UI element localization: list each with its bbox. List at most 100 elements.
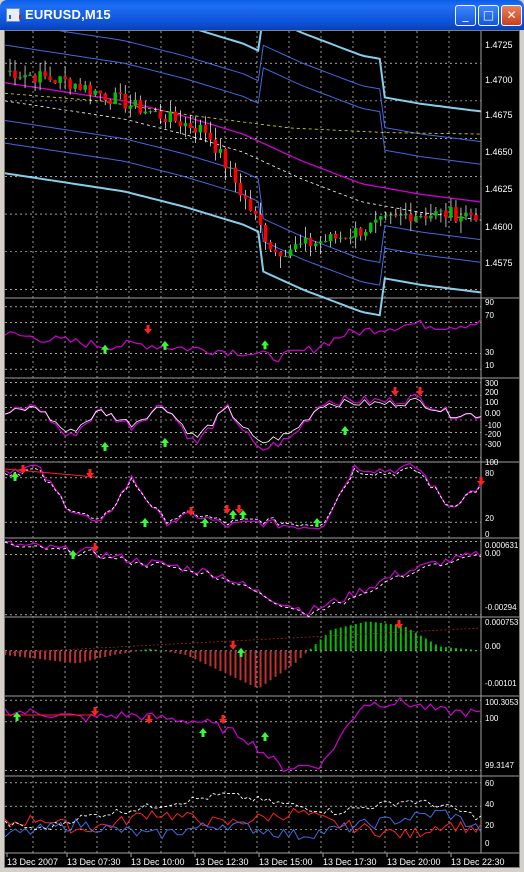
price-axis-label: 1.4650 bbox=[485, 147, 513, 157]
candle-body bbox=[343, 237, 348, 239]
chart-canvas[interactable]: 1.4725 1.4700 1.4675 1.4650 1.4625 1.4600 1.45… bbox=[4, 0, 519, 867]
up-arrow-icon bbox=[261, 732, 269, 741]
candle-body bbox=[8, 70, 12, 72]
up-arrow-icon bbox=[261, 340, 269, 350]
time-axis-label: 13 Dec 17:30 bbox=[323, 857, 377, 867]
candle-body bbox=[188, 123, 193, 129]
candle-body bbox=[163, 118, 168, 123]
candle-body bbox=[148, 111, 153, 113]
price-axis-label: 90 bbox=[485, 298, 494, 307]
upper-band bbox=[4, 21, 482, 143]
price-axis-label: -0.00101 bbox=[485, 679, 517, 688]
candle-body bbox=[384, 215, 388, 217]
down-arrow-icon bbox=[86, 469, 94, 478]
candle-body bbox=[459, 216, 463, 222]
price-axis-label: 70 bbox=[485, 311, 494, 320]
candle-body bbox=[53, 80, 57, 83]
up-arrow-icon bbox=[69, 550, 77, 559]
adx-line bbox=[4, 792, 482, 831]
up-arrow-icon bbox=[101, 344, 109, 354]
up-arrow-icon bbox=[201, 518, 209, 527]
candle-body bbox=[193, 128, 198, 133]
price-axis-label: 100 bbox=[485, 714, 499, 723]
momentum-pane bbox=[4, 696, 482, 773]
up-arrow-icon bbox=[237, 647, 245, 657]
candle-body bbox=[228, 167, 233, 169]
price-axis-label: -300 bbox=[485, 440, 502, 449]
candle-body bbox=[389, 214, 393, 216]
down-arrow-icon bbox=[235, 505, 243, 514]
down-arrow-icon bbox=[144, 325, 152, 334]
candle-body bbox=[298, 243, 303, 245]
candle-body bbox=[268, 241, 273, 250]
candle-body bbox=[183, 123, 188, 127]
candle-body bbox=[308, 237, 313, 247]
candle-body bbox=[58, 76, 62, 83]
candle-body bbox=[158, 111, 163, 119]
candle-body bbox=[103, 93, 107, 101]
maximize-button[interactable]: □ bbox=[478, 5, 499, 26]
candle-body bbox=[233, 167, 238, 183]
price-axis-label: -100 bbox=[485, 421, 502, 430]
candle-body bbox=[374, 219, 378, 223]
price-axis-label: 0 bbox=[485, 839, 490, 848]
close-button[interactable]: ✕ bbox=[501, 5, 522, 26]
down-arrow-icon bbox=[391, 387, 399, 396]
candle-body bbox=[434, 211, 438, 216]
candle-body bbox=[419, 216, 423, 218]
price-axis-label: 0.000753 bbox=[485, 618, 519, 627]
price-axis-label: 0.00 bbox=[485, 549, 501, 558]
down-arrow-icon bbox=[477, 477, 485, 486]
minimize-button[interactable]: _ bbox=[455, 5, 476, 26]
candle-body bbox=[88, 85, 92, 95]
stochastic-pane bbox=[4, 462, 485, 530]
price-axis-label: 200 bbox=[485, 388, 499, 397]
pane-dividers bbox=[5, 31, 519, 854]
price-axis-label: 20 bbox=[485, 514, 494, 523]
candle-body bbox=[143, 111, 148, 114]
candle-body bbox=[364, 231, 368, 236]
trend-line bbox=[4, 627, 482, 654]
price-axis-label: 1.4625 bbox=[485, 184, 513, 194]
candle-body bbox=[474, 214, 478, 221]
price-axis-label: 99.3147 bbox=[485, 761, 514, 770]
cci-pane bbox=[4, 387, 482, 451]
up-arrow-icon bbox=[341, 426, 349, 435]
candle-body bbox=[429, 215, 433, 219]
price-axis-label: 0.000631 bbox=[485, 541, 519, 550]
indicator-line bbox=[4, 540, 482, 616]
candle-body bbox=[348, 237, 353, 239]
candle-body bbox=[38, 71, 42, 83]
up-arrow-icon bbox=[161, 438, 169, 447]
candle-body bbox=[469, 212, 473, 215]
candle-body bbox=[328, 233, 333, 242]
candle-body bbox=[358, 228, 363, 236]
title-bar[interactable]: EURUSD,M15 _ □ ✕ bbox=[0, 0, 524, 30]
candle-body bbox=[338, 237, 343, 239]
candle-body bbox=[439, 210, 443, 212]
chart-area[interactable]: 1.4725 1.4700 1.4675 1.4650 1.4625 1.4600 1.45… bbox=[4, 0, 520, 868]
price-axis-label: 1.4600 bbox=[485, 222, 513, 232]
window-title: EURUSD,M15 bbox=[25, 7, 111, 22]
candle-body bbox=[113, 92, 117, 105]
up-arrow-icon bbox=[141, 518, 149, 527]
time-axis-label: 13 Dec 20:00 bbox=[387, 857, 441, 867]
candle-body bbox=[409, 214, 413, 222]
down-arrow-icon bbox=[145, 715, 153, 724]
price-axis-label: 0.00 bbox=[485, 409, 501, 418]
candle-body bbox=[133, 99, 138, 106]
price-axis-label: 1.4725 bbox=[485, 40, 513, 50]
lower-outer-band bbox=[4, 172, 482, 317]
indicator-line bbox=[4, 462, 482, 530]
time-axis-label: 13 Dec 07:30 bbox=[67, 857, 121, 867]
price-axis-label: 1.4675 bbox=[485, 110, 513, 120]
candle-body bbox=[18, 77, 22, 79]
candle-body bbox=[73, 83, 77, 89]
price-axis-label: 0.00 bbox=[485, 642, 501, 651]
price-pane bbox=[4, 0, 482, 317]
candle-body bbox=[263, 225, 268, 242]
down-arrow-icon bbox=[219, 715, 227, 724]
candle-body bbox=[238, 182, 243, 196]
price-axis-label: 60 bbox=[485, 779, 494, 788]
time-axis-label: 13 Dec 12:30 bbox=[195, 857, 249, 867]
